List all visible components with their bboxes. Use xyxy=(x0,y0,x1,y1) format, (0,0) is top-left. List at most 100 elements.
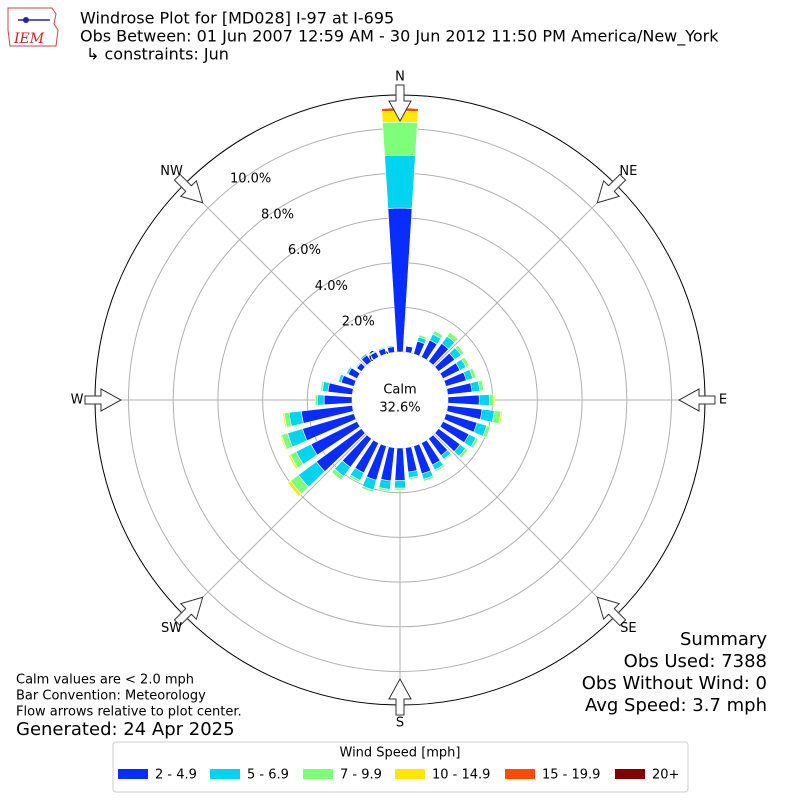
flow-arrow xyxy=(388,84,412,123)
legend: 2 - 4.9 5 - 6.9 7 - 9.9 10 - 14.9 15 - 19.9 2… xyxy=(118,768,679,783)
bar-segment xyxy=(386,345,395,349)
compass-label: SW xyxy=(161,621,182,636)
bar-segment xyxy=(447,394,480,406)
bar-segment xyxy=(345,366,351,374)
bar-segment xyxy=(369,350,377,356)
bar-segment xyxy=(377,487,391,492)
compass-label: W xyxy=(71,393,84,408)
legend-swatch xyxy=(118,769,148,779)
bar-segment xyxy=(348,474,361,483)
bar-segment xyxy=(493,393,496,407)
bar-segment xyxy=(479,408,495,423)
bar-segment xyxy=(463,356,471,367)
radial-grid-line xyxy=(433,433,617,617)
bar-segment xyxy=(279,434,288,451)
constraints: ↳ constraints: Jun xyxy=(86,45,229,64)
note: Bar Convention: Meteorology xyxy=(16,689,206,704)
r-tick-label: 10.0% xyxy=(230,172,271,187)
arrow-shape xyxy=(173,596,204,627)
legend-swatch xyxy=(615,769,645,779)
r-tick-label: 6.0% xyxy=(288,243,321,258)
flow-arrow xyxy=(677,388,716,412)
bar-segment xyxy=(485,426,492,439)
legend-swatch xyxy=(303,769,333,779)
bar-segment xyxy=(377,346,386,352)
arrow-shape xyxy=(173,173,204,204)
flow-arrow xyxy=(173,173,204,204)
legend-label: 5 - 6.9 xyxy=(247,768,289,783)
legend-swatch xyxy=(210,769,240,779)
bar-segment xyxy=(330,471,342,481)
legend-label: 2 - 4.9 xyxy=(155,768,197,783)
bar-segment xyxy=(287,454,299,470)
r-tick-label: 8.0% xyxy=(261,207,294,222)
bar-segment xyxy=(317,394,325,406)
bar-segment xyxy=(488,393,495,407)
svg-text:IEM: IEM xyxy=(13,31,45,47)
arrow-shape xyxy=(388,84,412,123)
compass-label: S xyxy=(396,716,404,731)
compass-label: NE xyxy=(619,164,637,179)
bar-segment xyxy=(443,452,453,461)
bar-segment xyxy=(422,475,435,482)
bar-segment xyxy=(394,487,406,491)
compass-label: N xyxy=(395,70,405,85)
chart-subtitle: Obs Between: 01 Jun 2007 12:59 AM - 30 J… xyxy=(80,27,719,47)
bar-segment xyxy=(472,367,478,378)
bar-segment xyxy=(478,394,490,406)
radial-grid-line xyxy=(433,183,617,367)
bar-segment xyxy=(355,361,362,369)
radial-grid-line xyxy=(183,183,367,367)
note: Flow arrows relative to plot center. xyxy=(16,705,242,720)
logo: IEM xyxy=(7,7,59,47)
arrow-shape xyxy=(596,173,627,204)
arrow-shape xyxy=(677,388,716,412)
bar-segment xyxy=(405,345,414,348)
legend-label: 7 - 9.9 xyxy=(340,768,382,783)
calm-circle xyxy=(352,352,448,448)
generated: Generated: 24 Apr 2025 xyxy=(16,719,235,740)
bar-segment xyxy=(394,447,406,481)
r-tick-label: 2.0% xyxy=(342,314,375,329)
bar-segment xyxy=(408,475,420,480)
legend-label: 20+ xyxy=(652,768,679,783)
legend-label: 15 - 19.9 xyxy=(542,768,600,783)
arrow-shape xyxy=(596,596,627,627)
flow-arrow xyxy=(388,677,412,716)
bar-segment xyxy=(320,380,325,392)
chart-title: Windrose Plot for [MD028] I-97 at I-695 xyxy=(80,9,394,28)
flow-arrow xyxy=(596,596,627,627)
legend-box xyxy=(112,741,689,793)
calm-value: 32.6% xyxy=(379,401,420,416)
note: Calm values are < 2.0 mph xyxy=(16,673,194,688)
compass-label: NW xyxy=(160,164,183,179)
compass-label: E xyxy=(719,393,727,408)
bar-segment xyxy=(460,449,469,459)
arrow-shape xyxy=(84,388,123,412)
summary-line: Obs Used: 7388 xyxy=(624,651,767,672)
legend-title: Wind Speed [mph] xyxy=(340,746,461,761)
summary-line: Avg Speed: 3.7 mph xyxy=(585,695,767,716)
calm-label: Calm xyxy=(383,383,416,398)
bar-segment xyxy=(382,121,418,156)
bar-segment xyxy=(314,394,318,406)
bar-segment xyxy=(359,352,367,359)
bar-segment xyxy=(434,329,444,336)
bar-segment xyxy=(384,154,416,209)
bar-segment xyxy=(481,379,485,391)
bar-segment xyxy=(498,410,503,425)
bar-segment xyxy=(472,438,480,450)
bar-segment xyxy=(434,464,445,473)
bar-segment xyxy=(282,412,288,429)
legend-label: 10 - 14.9 xyxy=(432,768,490,783)
legend-swatch xyxy=(505,769,535,779)
bar-segment xyxy=(449,331,459,340)
radial-grid-line xyxy=(183,433,367,617)
arrow-shape xyxy=(388,677,412,716)
bar-segment xyxy=(457,344,465,354)
bar-segment xyxy=(394,479,406,489)
flow-arrow xyxy=(173,596,204,627)
bar-segment xyxy=(337,373,342,383)
